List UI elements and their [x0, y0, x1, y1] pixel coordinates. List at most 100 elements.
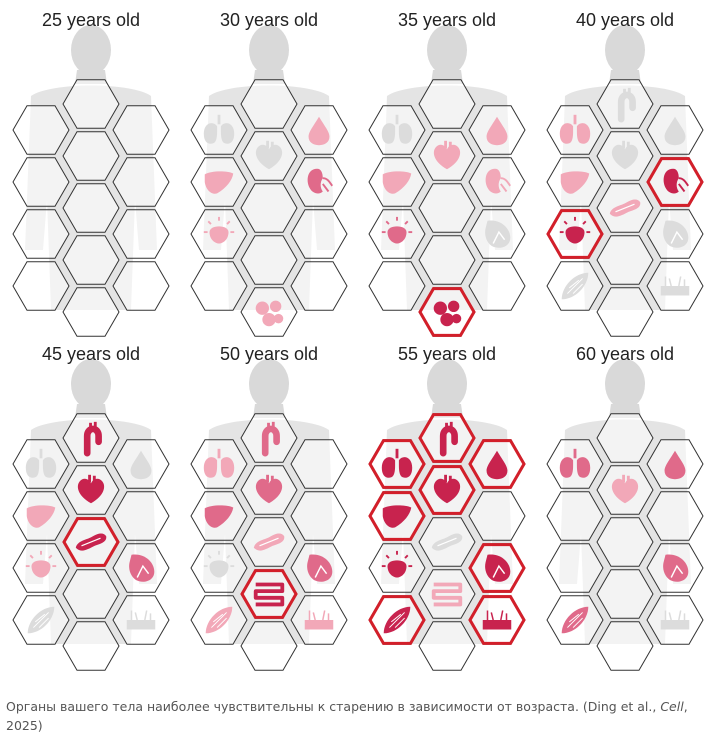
- highlight-hex: [368, 595, 426, 645]
- hex-cell: [190, 439, 248, 489]
- highlight-hex: [468, 595, 526, 645]
- liver-icon: [26, 505, 56, 528]
- heart-icon: [611, 474, 639, 504]
- aging-organs-figure: 25 years old 30 years old 35 years old 40 y…: [12, 10, 704, 671]
- hex-cell: [62, 287, 120, 337]
- hex-cell: [290, 261, 348, 311]
- kidney-icon: [307, 168, 334, 194]
- hex-cell: [62, 235, 120, 285]
- head-silhouette: [71, 359, 111, 409]
- muscle-icon: [561, 606, 589, 634]
- hex-cell: [112, 105, 170, 155]
- spleen-icon: [307, 554, 333, 582]
- lungs-icon: [381, 448, 413, 478]
- fat-cells-icon: [255, 300, 284, 327]
- hex-cell: [12, 261, 70, 311]
- head-silhouette: [605, 25, 645, 75]
- age-panel: 55 years old: [368, 344, 526, 671]
- caption-text: Органы вашего тела наиболее чувствительн…: [6, 699, 661, 714]
- pancreas-icon: [75, 533, 107, 551]
- highlight-hex: [418, 465, 476, 515]
- hex-cell: [596, 287, 654, 337]
- hex-cell: [596, 517, 654, 567]
- caption-journal: Cell: [660, 699, 684, 714]
- blood-drop-icon: [130, 450, 152, 480]
- panel-title: 55 years old: [398, 344, 496, 364]
- heart-icon: [611, 140, 639, 170]
- hex-cell: [368, 105, 426, 155]
- hex-cell: [468, 491, 526, 541]
- hex-cell: [290, 209, 348, 259]
- highlight-hex: [646, 157, 704, 207]
- hex-cell: [240, 621, 298, 671]
- highlight-hex: [418, 413, 476, 463]
- age-panel: 40 years old: [546, 10, 704, 337]
- head-silhouette: [249, 359, 289, 409]
- liver-icon: [382, 171, 412, 194]
- age-panel: 50 years old: [190, 344, 348, 671]
- pancreas-icon: [609, 199, 641, 217]
- lungs-icon: [559, 114, 591, 144]
- liver-icon: [204, 505, 234, 528]
- panel-title: 45 years old: [42, 344, 140, 364]
- hex-cell: [418, 79, 476, 129]
- blood-drop-icon: [664, 116, 686, 146]
- hex-cell: [112, 261, 170, 311]
- panel-title: 30 years old: [220, 10, 318, 30]
- hex-cell: [62, 183, 120, 233]
- spleen-icon: [485, 554, 511, 582]
- muscle-icon: [205, 606, 233, 634]
- intestine-icon: [253, 582, 285, 607]
- kidney-icon: [663, 168, 690, 194]
- adrenal-icon: [381, 550, 413, 578]
- hex-cell: [240, 287, 298, 337]
- aorta-icon: [439, 421, 458, 457]
- age-panel: 60 years old: [546, 344, 704, 671]
- aorta-icon: [83, 421, 102, 457]
- lungs-icon: [203, 448, 235, 478]
- age-panel: 35 years old: [368, 10, 526, 337]
- caption-year: , 2025): [6, 699, 688, 733]
- highlight-hex: [418, 287, 476, 337]
- blood-drop-icon: [664, 450, 686, 480]
- lungs-icon: [381, 114, 413, 144]
- age-panel: 45 years old: [12, 344, 170, 671]
- heart-icon: [255, 474, 283, 504]
- head-silhouette: [71, 25, 111, 75]
- highlight-hex: [468, 543, 526, 593]
- hex-cell: [62, 621, 120, 671]
- hex-cell: [62, 569, 120, 619]
- adrenal-icon: [203, 216, 235, 244]
- intestine-icon: [431, 582, 463, 607]
- head-silhouette: [249, 25, 289, 75]
- figure-caption: Органы вашего тела наиболее чувствительн…: [6, 697, 706, 735]
- aorta-icon: [261, 421, 280, 457]
- heart-icon: [255, 140, 283, 170]
- hex-cell: [596, 79, 654, 129]
- panel-title: 40 years old: [576, 10, 674, 30]
- hex-cell: [646, 491, 704, 541]
- hex-cell: [418, 183, 476, 233]
- panel-title: 25 years old: [42, 10, 140, 30]
- blood-drop-icon: [308, 116, 330, 146]
- hex-cell: [62, 413, 120, 463]
- spleen-icon: [129, 554, 155, 582]
- skin-icon: [482, 610, 512, 630]
- heart-icon: [433, 140, 461, 170]
- highlight-hex: [468, 439, 526, 489]
- hex-cell: [12, 157, 70, 207]
- spleen-icon: [663, 554, 689, 582]
- lungs-icon: [559, 448, 591, 478]
- lungs-icon: [203, 114, 235, 144]
- hex-cell: [240, 235, 298, 285]
- hex-cell: [368, 261, 426, 311]
- adrenal-icon: [203, 550, 235, 578]
- liver-icon: [382, 505, 412, 528]
- hex-cell: [418, 235, 476, 285]
- pancreas-icon: [431, 533, 463, 551]
- hex-cell: [240, 413, 298, 463]
- head-silhouette: [427, 359, 467, 409]
- hex-cell: [190, 261, 248, 311]
- hex-cell: [112, 209, 170, 259]
- highlight-hex: [368, 439, 426, 489]
